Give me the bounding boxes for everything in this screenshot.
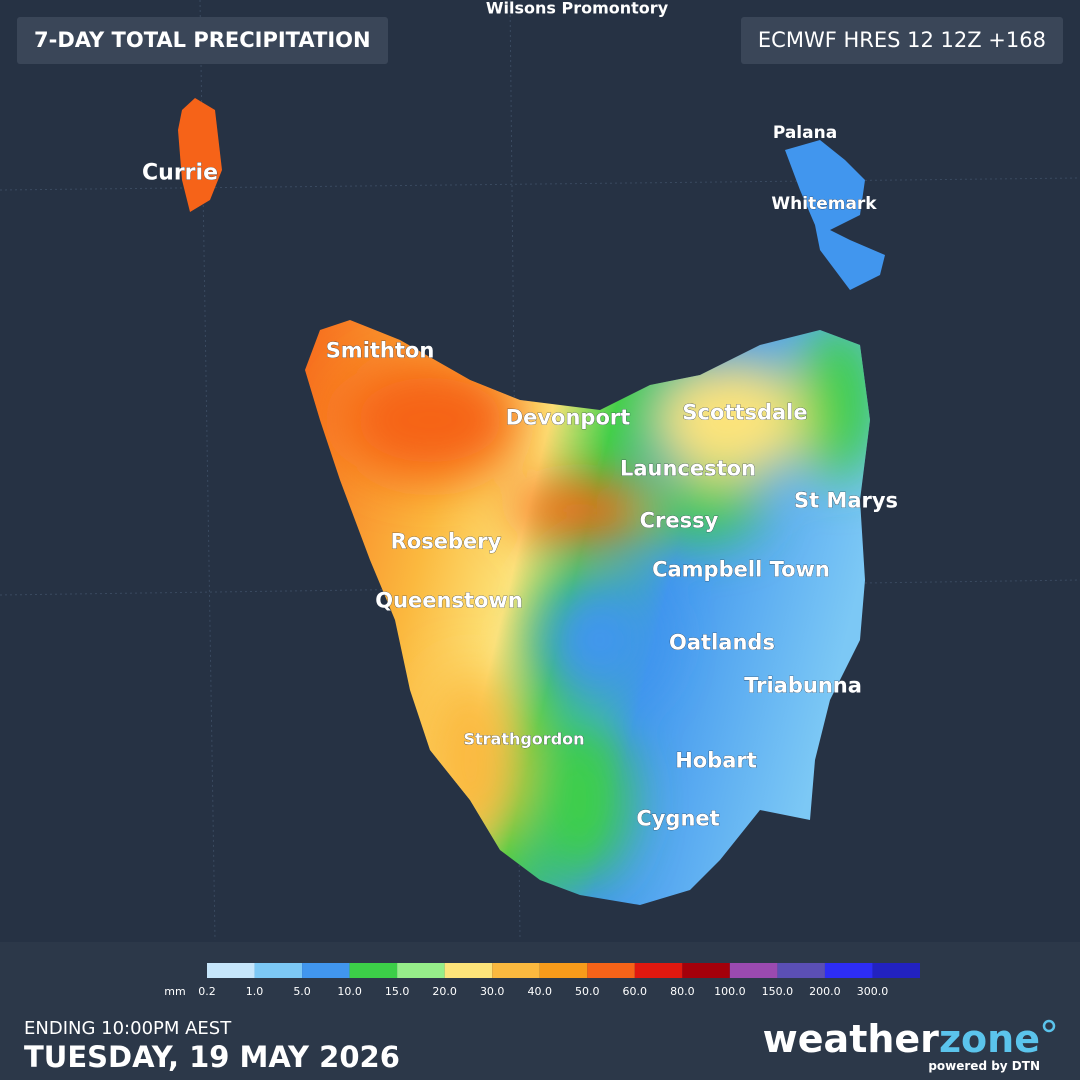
- legend-swatch: [302, 963, 350, 978]
- legend-label: 150.0: [762, 985, 794, 998]
- model-box: ECMWF HRES 12 12Z +168: [740, 17, 1063, 64]
- place-label: Smithton: [326, 338, 435, 362]
- legend-unit: mm: [164, 985, 185, 998]
- legend-swatch: [587, 963, 635, 978]
- legend-swatch: [349, 963, 398, 978]
- legend-swatch: [492, 963, 540, 978]
- legend-label: 100.0: [714, 985, 746, 998]
- place-label: Launceston: [620, 456, 756, 480]
- date-text: TUESDAY, 19 MAY 2026: [24, 1040, 400, 1074]
- legend-label: 200.0: [809, 985, 841, 998]
- legend-label: 15.0: [385, 985, 410, 998]
- legend-swatch: [539, 963, 588, 978]
- place-label: Triabunna: [744, 673, 862, 697]
- legend-swatch: [634, 963, 683, 978]
- legend-label: 10.0: [337, 985, 362, 998]
- place-label: Whitemark: [771, 194, 877, 214]
- flinders-island: [785, 140, 885, 290]
- brand-b: zone: [939, 1017, 1040, 1061]
- place-label: Rosebery: [391, 529, 502, 553]
- place-label: Hobart: [675, 748, 757, 772]
- king-island: [178, 98, 222, 212]
- legend-label: 50.0: [575, 985, 600, 998]
- legend-label: 5.0: [293, 985, 311, 998]
- powered-by: powered by DTN: [928, 1059, 1040, 1073]
- place-label: Oatlands: [669, 630, 775, 654]
- legend-label: 0.2: [198, 985, 216, 998]
- legend-swatch: [777, 963, 825, 978]
- place-label: Campbell Town: [652, 557, 830, 581]
- legend-swatch: [824, 963, 873, 978]
- place-label: Queenstown: [375, 588, 523, 612]
- legend-label: 1.0: [246, 985, 264, 998]
- legend-label: 300.0: [857, 985, 889, 998]
- legend-swatch: [729, 963, 778, 978]
- brand: weatherzone: [763, 1017, 1040, 1061]
- ending-text: ENDING 10:00PM AEST: [24, 1018, 232, 1039]
- legend-label: 80.0: [670, 985, 695, 998]
- place-label: Palana: [773, 123, 837, 143]
- legend-swatch: [207, 963, 255, 978]
- legend-swatch: [254, 963, 303, 978]
- legend-swatch: [397, 963, 445, 978]
- legend-label: 30.0: [480, 985, 505, 998]
- place-label: Scottsdale: [682, 400, 807, 424]
- legend-swatch: [444, 963, 493, 978]
- legend-label: 20.0: [432, 985, 457, 998]
- place-label: Wilsons Promontory: [486, 0, 669, 18]
- place-label: Currie: [142, 161, 218, 186]
- place-label: Cygnet: [636, 806, 719, 830]
- place-label: St Marys: [794, 488, 898, 512]
- legend-swatch: [682, 963, 730, 978]
- brand-a: weather: [763, 1017, 940, 1061]
- place-label: Devonport: [506, 405, 631, 429]
- place-label: Cressy: [640, 508, 719, 532]
- brand-dot: [1042, 1019, 1056, 1033]
- title-box: 7-DAY TOTAL PRECIPITATION: [17, 17, 388, 64]
- legend-label: 60.0: [623, 985, 648, 998]
- place-label: Strathgordon: [463, 730, 584, 749]
- legend-swatch: [872, 963, 920, 978]
- legend-label: 40.0: [527, 985, 552, 998]
